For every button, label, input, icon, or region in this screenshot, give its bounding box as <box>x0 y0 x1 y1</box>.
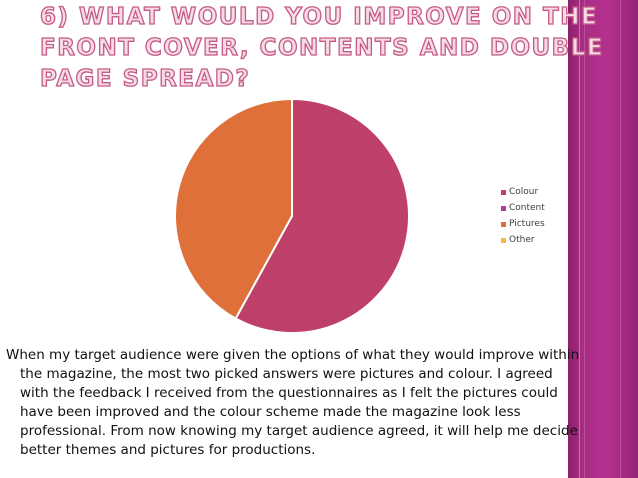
pie-slice-pictures <box>174 97 293 320</box>
legend-label: Colour <box>509 187 539 197</box>
legend-swatch <box>501 221 506 227</box>
legend-item-pictures: Pictures <box>501 216 545 232</box>
legend-label: Content <box>509 203 545 213</box>
slide-title: 6) What would you improve on the front co… <box>39 2 603 95</box>
band-stripe <box>584 0 585 478</box>
body-paragraph: When my target audience were given the o… <box>6 347 580 458</box>
legend-item-content: Content <box>501 200 545 216</box>
legend-swatch <box>501 205 506 211</box>
band-stripe <box>620 0 621 478</box>
legend-item-other: Other <box>501 232 545 248</box>
pie-slice-colour <box>234 97 410 334</box>
band-stripe <box>579 0 580 478</box>
legend-label: Pictures <box>509 219 545 229</box>
legend-swatch <box>501 237 506 243</box>
legend-swatch <box>501 189 506 195</box>
slide-title-text: 6) What would you improve on the front co… <box>39 3 605 92</box>
legend-label: Other <box>509 235 535 245</box>
chart-legend: Colour Content Pictures Other <box>501 184 545 248</box>
decorative-side-band <box>568 0 638 478</box>
legend-item-colour: Colour <box>501 184 545 200</box>
